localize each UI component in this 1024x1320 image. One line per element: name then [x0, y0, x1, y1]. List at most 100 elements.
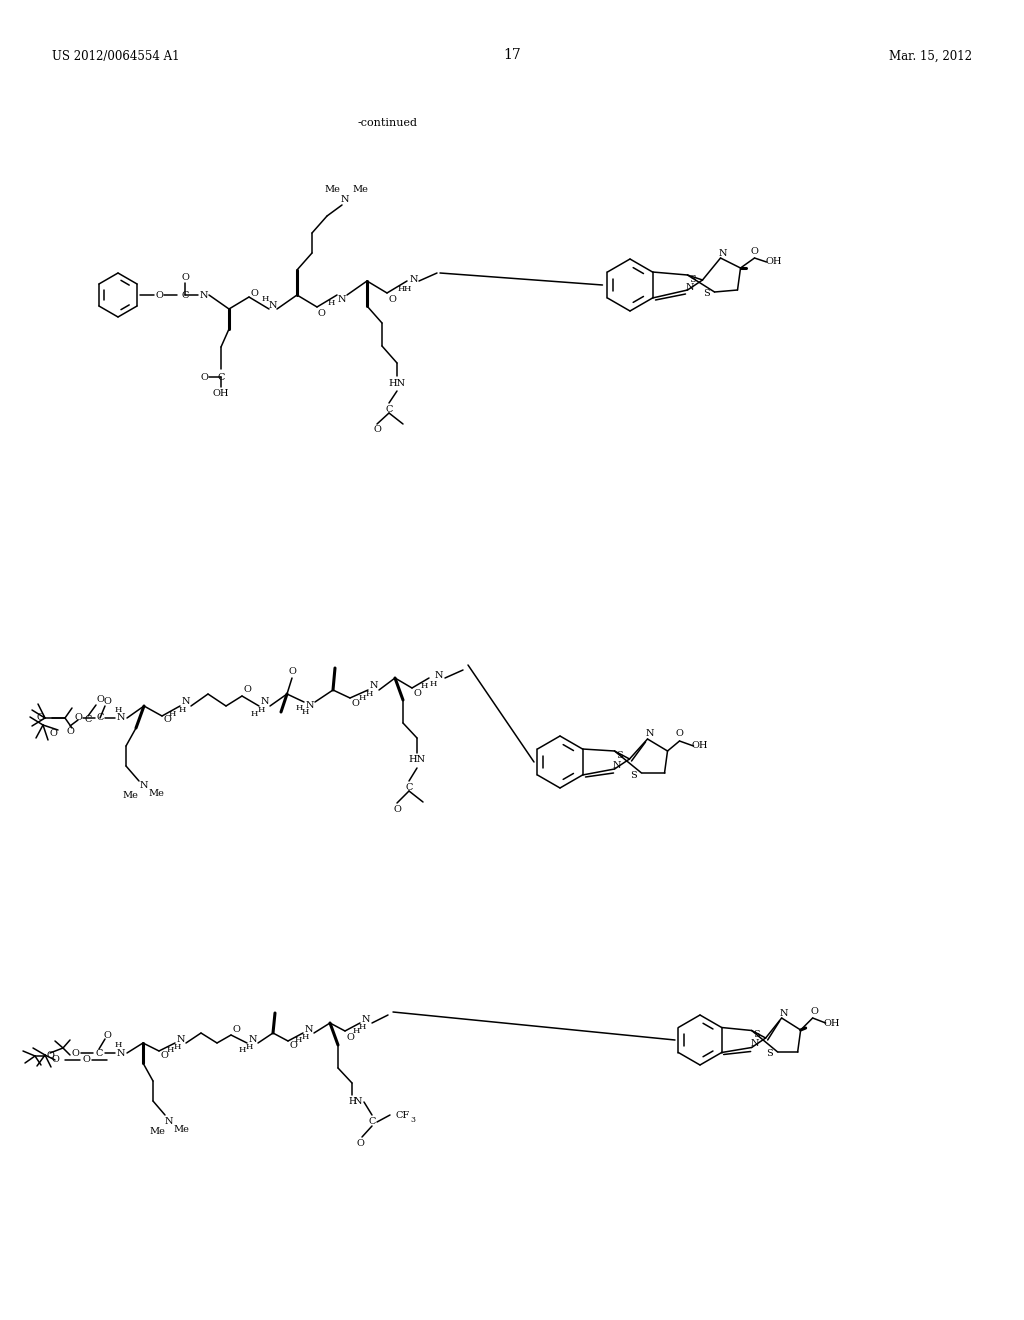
Text: US 2012/0064554 A1: US 2012/0064554 A1: [52, 50, 179, 63]
Text: O: O: [163, 715, 171, 725]
Text: Me: Me: [148, 789, 164, 799]
Text: N: N: [612, 760, 621, 770]
Text: N: N: [779, 1008, 787, 1018]
Text: N: N: [117, 1048, 125, 1057]
Text: O: O: [103, 697, 111, 705]
Text: N: N: [181, 697, 190, 706]
Text: OH: OH: [765, 257, 781, 267]
Text: H: H: [366, 690, 373, 698]
Text: CF: CF: [395, 1110, 410, 1119]
Text: O: O: [373, 425, 381, 434]
Text: H: H: [239, 1045, 246, 1053]
Text: N: N: [305, 1024, 313, 1034]
Text: Me: Me: [122, 792, 138, 800]
Text: O: O: [288, 668, 296, 676]
Text: N: N: [139, 781, 148, 791]
Text: H: H: [261, 294, 268, 304]
Text: Me: Me: [173, 1126, 189, 1134]
Text: O: O: [356, 1138, 364, 1147]
Text: N: N: [645, 730, 653, 738]
Text: 3: 3: [410, 1115, 415, 1125]
Text: Me: Me: [352, 186, 368, 194]
Text: N: N: [338, 294, 346, 304]
Text: H: H: [115, 1041, 122, 1049]
Text: O: O: [388, 294, 396, 304]
Text: S: S: [754, 1030, 760, 1039]
Text: O: O: [751, 248, 759, 256]
Text: O: O: [67, 727, 74, 737]
Text: -continued: -continued: [358, 117, 418, 128]
Text: N: N: [685, 282, 694, 292]
Text: H: H: [301, 1034, 308, 1041]
Text: O: O: [71, 1048, 79, 1057]
Text: C: C: [95, 1048, 102, 1057]
Text: H: H: [178, 706, 185, 714]
Text: H: H: [420, 682, 428, 690]
Text: H: H: [397, 285, 404, 293]
Text: N: N: [410, 275, 418, 284]
Text: S: S: [616, 751, 623, 760]
Text: O: O: [82, 1056, 90, 1064]
Text: O: O: [393, 804, 401, 813]
Text: C: C: [406, 784, 413, 792]
Text: O: O: [289, 1041, 297, 1051]
Text: Me: Me: [324, 186, 340, 194]
Text: H: H: [168, 710, 176, 718]
Text: O: O: [103, 1031, 111, 1040]
Text: O: O: [181, 272, 189, 281]
Text: O: O: [346, 1032, 354, 1041]
Text: O: O: [676, 730, 683, 738]
Text: O: O: [351, 700, 359, 709]
Text: S: S: [766, 1049, 773, 1059]
Text: Me: Me: [150, 1126, 165, 1135]
Text: S: S: [630, 771, 637, 780]
Text: N: N: [361, 1015, 371, 1023]
Text: C: C: [217, 372, 224, 381]
Text: OH: OH: [691, 742, 708, 751]
Text: O: O: [413, 689, 421, 698]
Text: H: H: [250, 710, 258, 718]
Text: O: O: [96, 696, 104, 705]
Text: H: H: [358, 694, 366, 702]
Text: O: O: [243, 685, 251, 694]
Text: N: N: [268, 301, 278, 309]
Text: N: N: [353, 1097, 362, 1106]
Text: S: S: [703, 289, 710, 298]
Text: C: C: [181, 290, 188, 300]
Text: O: O: [317, 309, 325, 318]
Text: N: N: [261, 697, 269, 706]
Text: N: N: [370, 681, 378, 690]
Text: O: O: [46, 1052, 54, 1060]
Text: O: O: [250, 289, 258, 297]
Text: H: H: [166, 1045, 174, 1053]
Text: H: H: [115, 706, 122, 714]
Text: C: C: [96, 714, 103, 722]
Text: O: O: [49, 730, 57, 738]
Text: N: N: [177, 1035, 185, 1044]
Text: S: S: [689, 276, 696, 285]
Text: 17: 17: [503, 48, 521, 62]
Text: C: C: [369, 1118, 376, 1126]
Text: N: N: [117, 714, 125, 722]
Text: H: H: [295, 704, 303, 711]
Text: O: O: [811, 1007, 818, 1016]
Text: H: H: [403, 285, 411, 293]
Text: O: O: [200, 372, 208, 381]
Text: HN: HN: [409, 755, 426, 764]
Text: O: O: [160, 1052, 168, 1060]
Text: H: H: [328, 300, 335, 308]
Text: H: H: [348, 1097, 356, 1106]
Text: N: N: [751, 1039, 759, 1048]
Text: C: C: [84, 715, 92, 725]
Text: Mar. 15, 2012: Mar. 15, 2012: [889, 50, 972, 63]
Text: N: N: [306, 701, 314, 710]
Text: H: H: [173, 1043, 180, 1051]
Text: N: N: [200, 290, 208, 300]
Text: HN: HN: [388, 379, 406, 388]
Text: O: O: [232, 1024, 240, 1034]
Text: H: H: [429, 680, 436, 688]
Text: C: C: [385, 404, 392, 413]
Text: O: O: [155, 290, 163, 300]
Text: O: O: [51, 1056, 59, 1064]
Text: N: N: [718, 248, 727, 257]
